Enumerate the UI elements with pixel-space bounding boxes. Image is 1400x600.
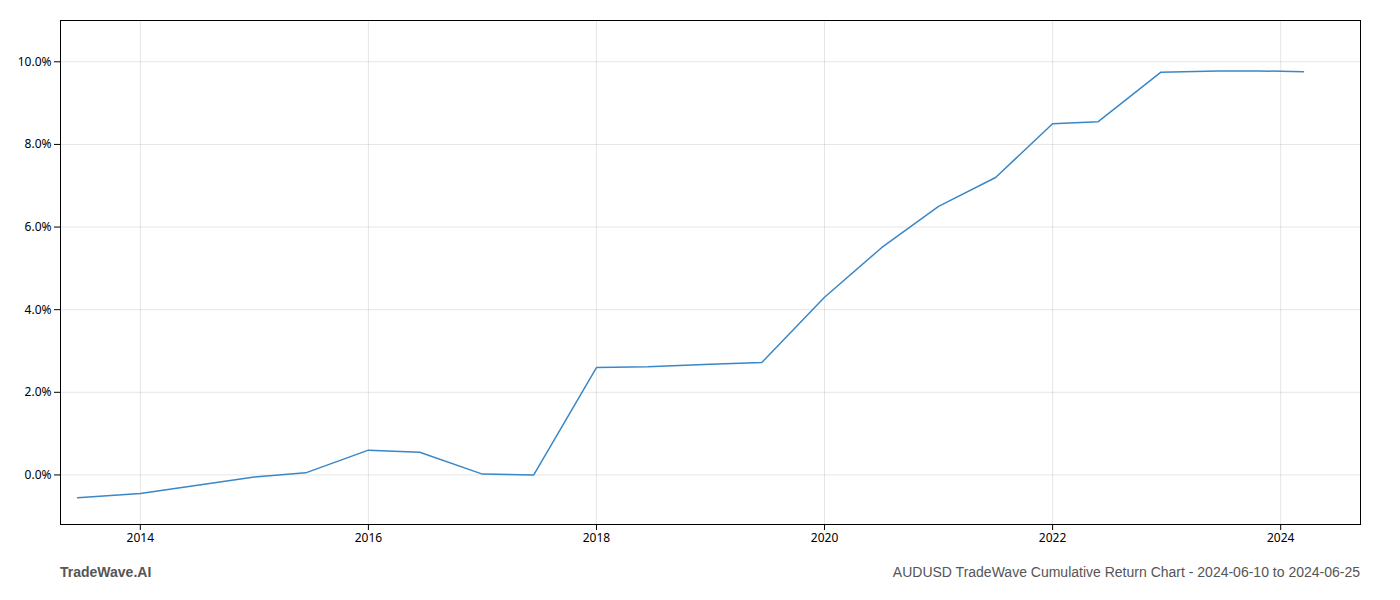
- svg-text:6.0%: 6.0%: [25, 218, 52, 235]
- html-text:TradeWave.AI: TradeWave.AI: [60, 564, 152, 580]
- svg-text:2.0%: 2.0%: [25, 383, 52, 400]
- svg-text:10.0%: 10.0%: [18, 53, 52, 70]
- html-text:AUDUSD TradeWave Cumulative Re: AUDUSD TradeWave Cumulative Return Chart…: [892, 564, 1360, 580]
- svg-text:2018: 2018: [583, 529, 611, 546]
- svg-text:2022: 2022: [1039, 529, 1067, 546]
- svg-text:4.0%: 4.0%: [25, 301, 52, 318]
- svg-text:2020: 2020: [811, 529, 839, 546]
- svg-text:2016: 2016: [355, 529, 383, 546]
- svg-text:2024: 2024: [1267, 529, 1295, 546]
- svg-text:8.0%: 8.0%: [25, 135, 52, 152]
- svg-text:2014: 2014: [127, 529, 155, 546]
- svg-text:0.0%: 0.0%: [25, 466, 52, 483]
